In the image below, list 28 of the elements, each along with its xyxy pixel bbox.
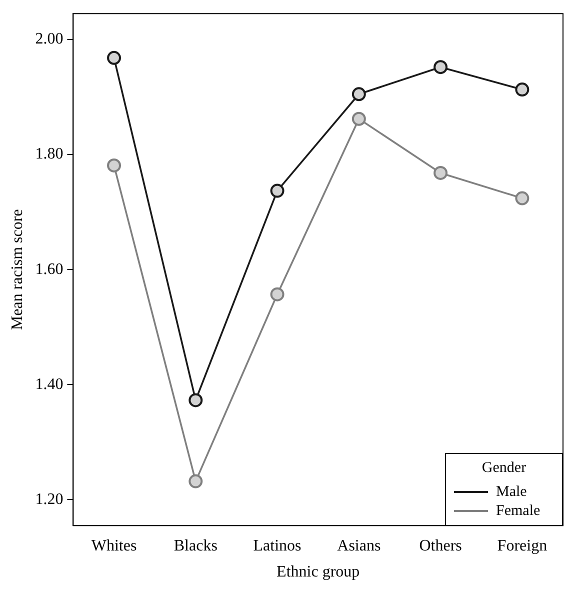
x-tick-label: Latinos	[253, 537, 302, 554]
y-axis-title: Mean racism score	[8, 209, 26, 330]
point	[515, 82, 530, 97]
x-tick-label: Foreign	[497, 537, 548, 554]
y-tick-label: 1.80	[35, 146, 64, 163]
x-tick-label: Asians	[337, 537, 381, 554]
x-tick-label: Whites	[91, 537, 137, 554]
legend-label: Female	[496, 502, 540, 520]
x-tick-label: Others	[419, 537, 462, 554]
y-tick-label: 1.40	[35, 376, 64, 393]
point	[107, 158, 122, 172]
legend-label: Male	[496, 484, 527, 501]
point	[107, 50, 122, 65]
legend-title: Gender	[480, 460, 528, 477]
point	[352, 87, 366, 102]
point	[434, 166, 448, 180]
point	[352, 112, 366, 126]
point	[270, 287, 284, 302]
point	[515, 191, 530, 206]
point	[270, 184, 284, 198]
y-tick-label: 1.60	[35, 260, 64, 278]
y-tick-label: 2.00	[35, 30, 64, 48]
point	[434, 60, 448, 74]
x-tick-label: Blacks	[174, 537, 218, 554]
point	[188, 474, 203, 488]
y-tick-label: 1.20	[35, 490, 64, 508]
x-axis-title: Ethnic group	[276, 564, 360, 581]
point	[188, 393, 203, 408]
